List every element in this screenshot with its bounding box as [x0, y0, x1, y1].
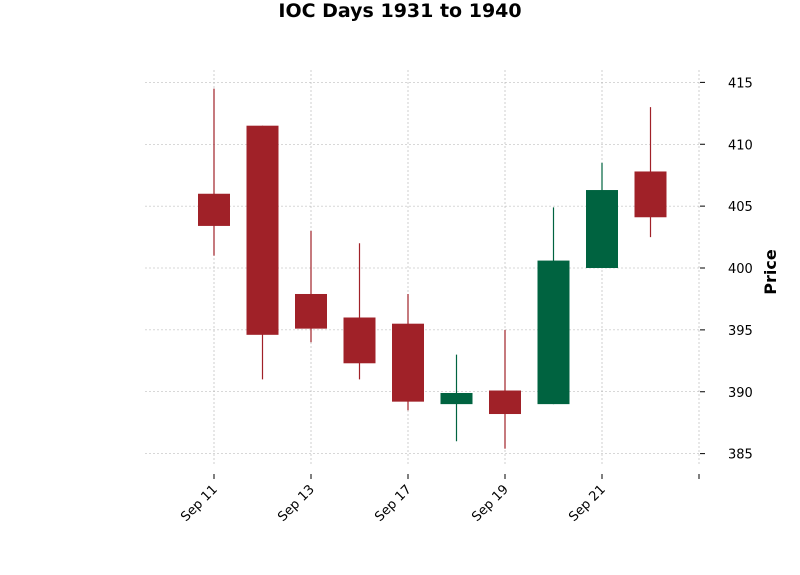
y-tick-label: 405 [728, 200, 753, 215]
candle [634, 107, 667, 238]
x-tick-label: Sep 17 [372, 482, 415, 525]
candle [586, 162, 618, 268]
y-axis-label: Price [761, 249, 780, 295]
x-axis: Sep 11 Sep 13 Sep 17 Sep 19 Sep 21 [178, 474, 700, 525]
y-axis: 385 390 395 400 405 410 415 [700, 76, 753, 463]
candle [295, 230, 327, 343]
y-tick-label: 390 [728, 386, 753, 401]
y-tick-label: 400 [728, 262, 753, 277]
candle-body [440, 392, 473, 405]
candle-body [246, 125, 279, 335]
candle-body [537, 260, 570, 405]
x-tick-label: Sep 13 [275, 482, 318, 525]
candle [489, 329, 521, 449]
candle [343, 243, 376, 380]
candle [392, 293, 424, 411]
candle-body [634, 171, 667, 218]
candles [198, 88, 667, 449]
chart-title: IOC Days 1931 to 1940 [278, 0, 521, 22]
candle-body [392, 323, 424, 402]
y-tick-label: 410 [728, 138, 753, 153]
x-tick-label: Sep 11 [178, 482, 221, 525]
candle-body [343, 317, 376, 364]
candle-body [586, 190, 618, 268]
candle [198, 88, 230, 256]
candle-body [295, 293, 327, 329]
candle [440, 354, 473, 442]
candle [246, 125, 279, 380]
candle-body [198, 193, 230, 226]
x-tick-label: Sep 19 [469, 482, 512, 525]
candle [537, 207, 570, 405]
y-tick-label: 415 [728, 76, 753, 91]
y-tick-label: 395 [728, 324, 753, 339]
candle-body [489, 390, 521, 415]
y-tick-label: 385 [728, 448, 753, 463]
x-tick-label: Sep 21 [566, 482, 609, 525]
